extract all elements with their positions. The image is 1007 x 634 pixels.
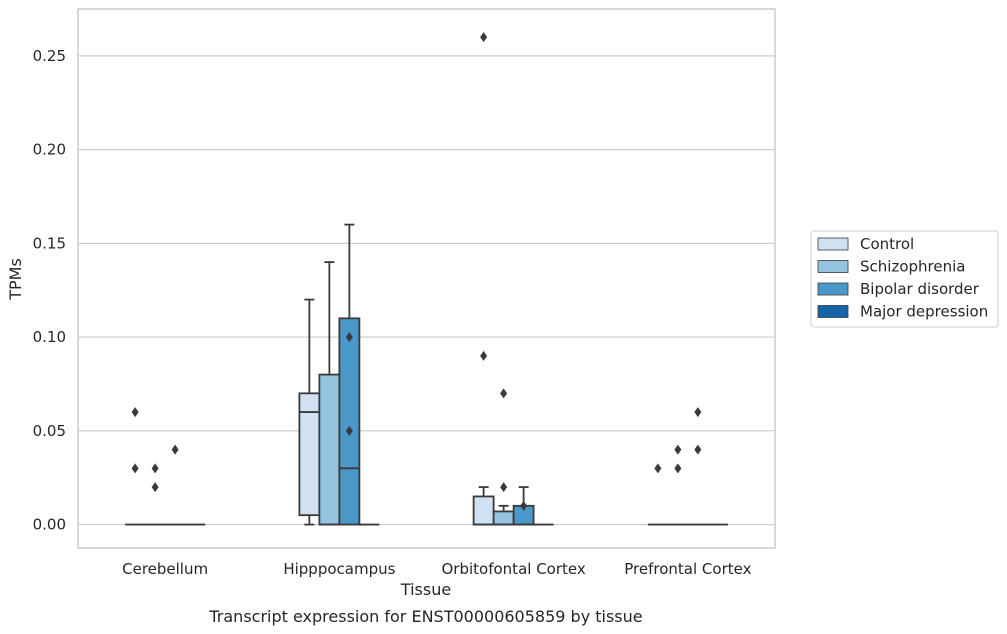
box-body bbox=[318, 373, 341, 526]
y-tick-label: 0.05 bbox=[33, 422, 66, 440]
outlier-point bbox=[480, 32, 488, 43]
box-control bbox=[125, 407, 146, 526]
legend-swatch bbox=[817, 237, 849, 251]
y-axis: 0.00 0.05 0.10 0.15 0.20 0.25 bbox=[33, 47, 66, 534]
outlier-point bbox=[171, 444, 179, 455]
legend: Control Schizophrenia Bipolar disorder Majo… bbox=[810, 230, 999, 328]
box-bipolar-disorder bbox=[512, 486, 535, 526]
box-body bbox=[338, 317, 361, 526]
box-schizophrenia bbox=[492, 388, 515, 526]
legend-label: Major depression bbox=[860, 303, 988, 321]
outlier-point bbox=[500, 482, 508, 493]
box-schizophrenia bbox=[318, 261, 341, 526]
chart-caption: Transcript expression for ENST0000060585… bbox=[208, 607, 642, 626]
legend-label: Control bbox=[860, 235, 914, 253]
outlier-point bbox=[345, 425, 353, 436]
box-plots bbox=[125, 32, 728, 526]
box-body bbox=[492, 510, 515, 526]
outlier-point bbox=[674, 463, 682, 474]
y-tick-label: 0.25 bbox=[33, 47, 66, 65]
box-body bbox=[472, 495, 495, 526]
y-tick-label: 0.10 bbox=[33, 328, 66, 346]
box-bipolar-disorder bbox=[338, 223, 361, 526]
y-tick-label: 0.00 bbox=[33, 516, 66, 534]
legend-swatch bbox=[817, 282, 849, 296]
outlier-point bbox=[674, 444, 682, 455]
legend-label: Schizophrenia bbox=[860, 258, 965, 276]
outlier-point bbox=[694, 407, 702, 418]
legend-label: Bipolar disorder bbox=[860, 280, 980, 298]
outlier-point bbox=[131, 463, 139, 474]
y-axis-label: TPMs bbox=[6, 258, 25, 301]
legend-swatch bbox=[817, 305, 849, 318]
outlier-point bbox=[131, 407, 139, 418]
grid-lines bbox=[78, 55, 775, 526]
plot-area bbox=[77, 8, 776, 549]
box-bipolar-disorder bbox=[165, 444, 186, 526]
box-bipolar-disorder bbox=[687, 407, 708, 526]
outlier-point bbox=[520, 500, 528, 511]
x-tick-label: Cerebellum bbox=[122, 560, 208, 578]
legend-frame bbox=[810, 230, 999, 328]
outlier-point bbox=[151, 482, 159, 493]
legend-swatch bbox=[817, 260, 849, 273]
outlier-point bbox=[151, 463, 159, 474]
y-tick-label: 0.15 bbox=[33, 234, 66, 252]
outlier-point bbox=[345, 332, 353, 343]
box-control bbox=[472, 32, 495, 526]
x-tick-label: Hipppocampus bbox=[283, 560, 395, 578]
outlier-point bbox=[654, 463, 662, 474]
box-control bbox=[647, 463, 668, 526]
x-axis: Cerebellum Hipppocampus Orbitofontal Corte… bbox=[122, 560, 751, 578]
box-control bbox=[298, 298, 321, 526]
x-tick-label: Orbitofontal Cortex bbox=[442, 560, 586, 578]
outlier-point bbox=[694, 444, 702, 455]
box-schizophrenia bbox=[667, 444, 688, 526]
box-schizophrenia bbox=[145, 463, 166, 526]
x-axis-label: Tissue bbox=[400, 580, 451, 599]
outlier-point bbox=[500, 388, 508, 399]
y-tick-label: 0.20 bbox=[33, 141, 66, 159]
outlier-point bbox=[480, 350, 488, 361]
x-tick-label: Prefrontal Cortex bbox=[624, 560, 751, 578]
